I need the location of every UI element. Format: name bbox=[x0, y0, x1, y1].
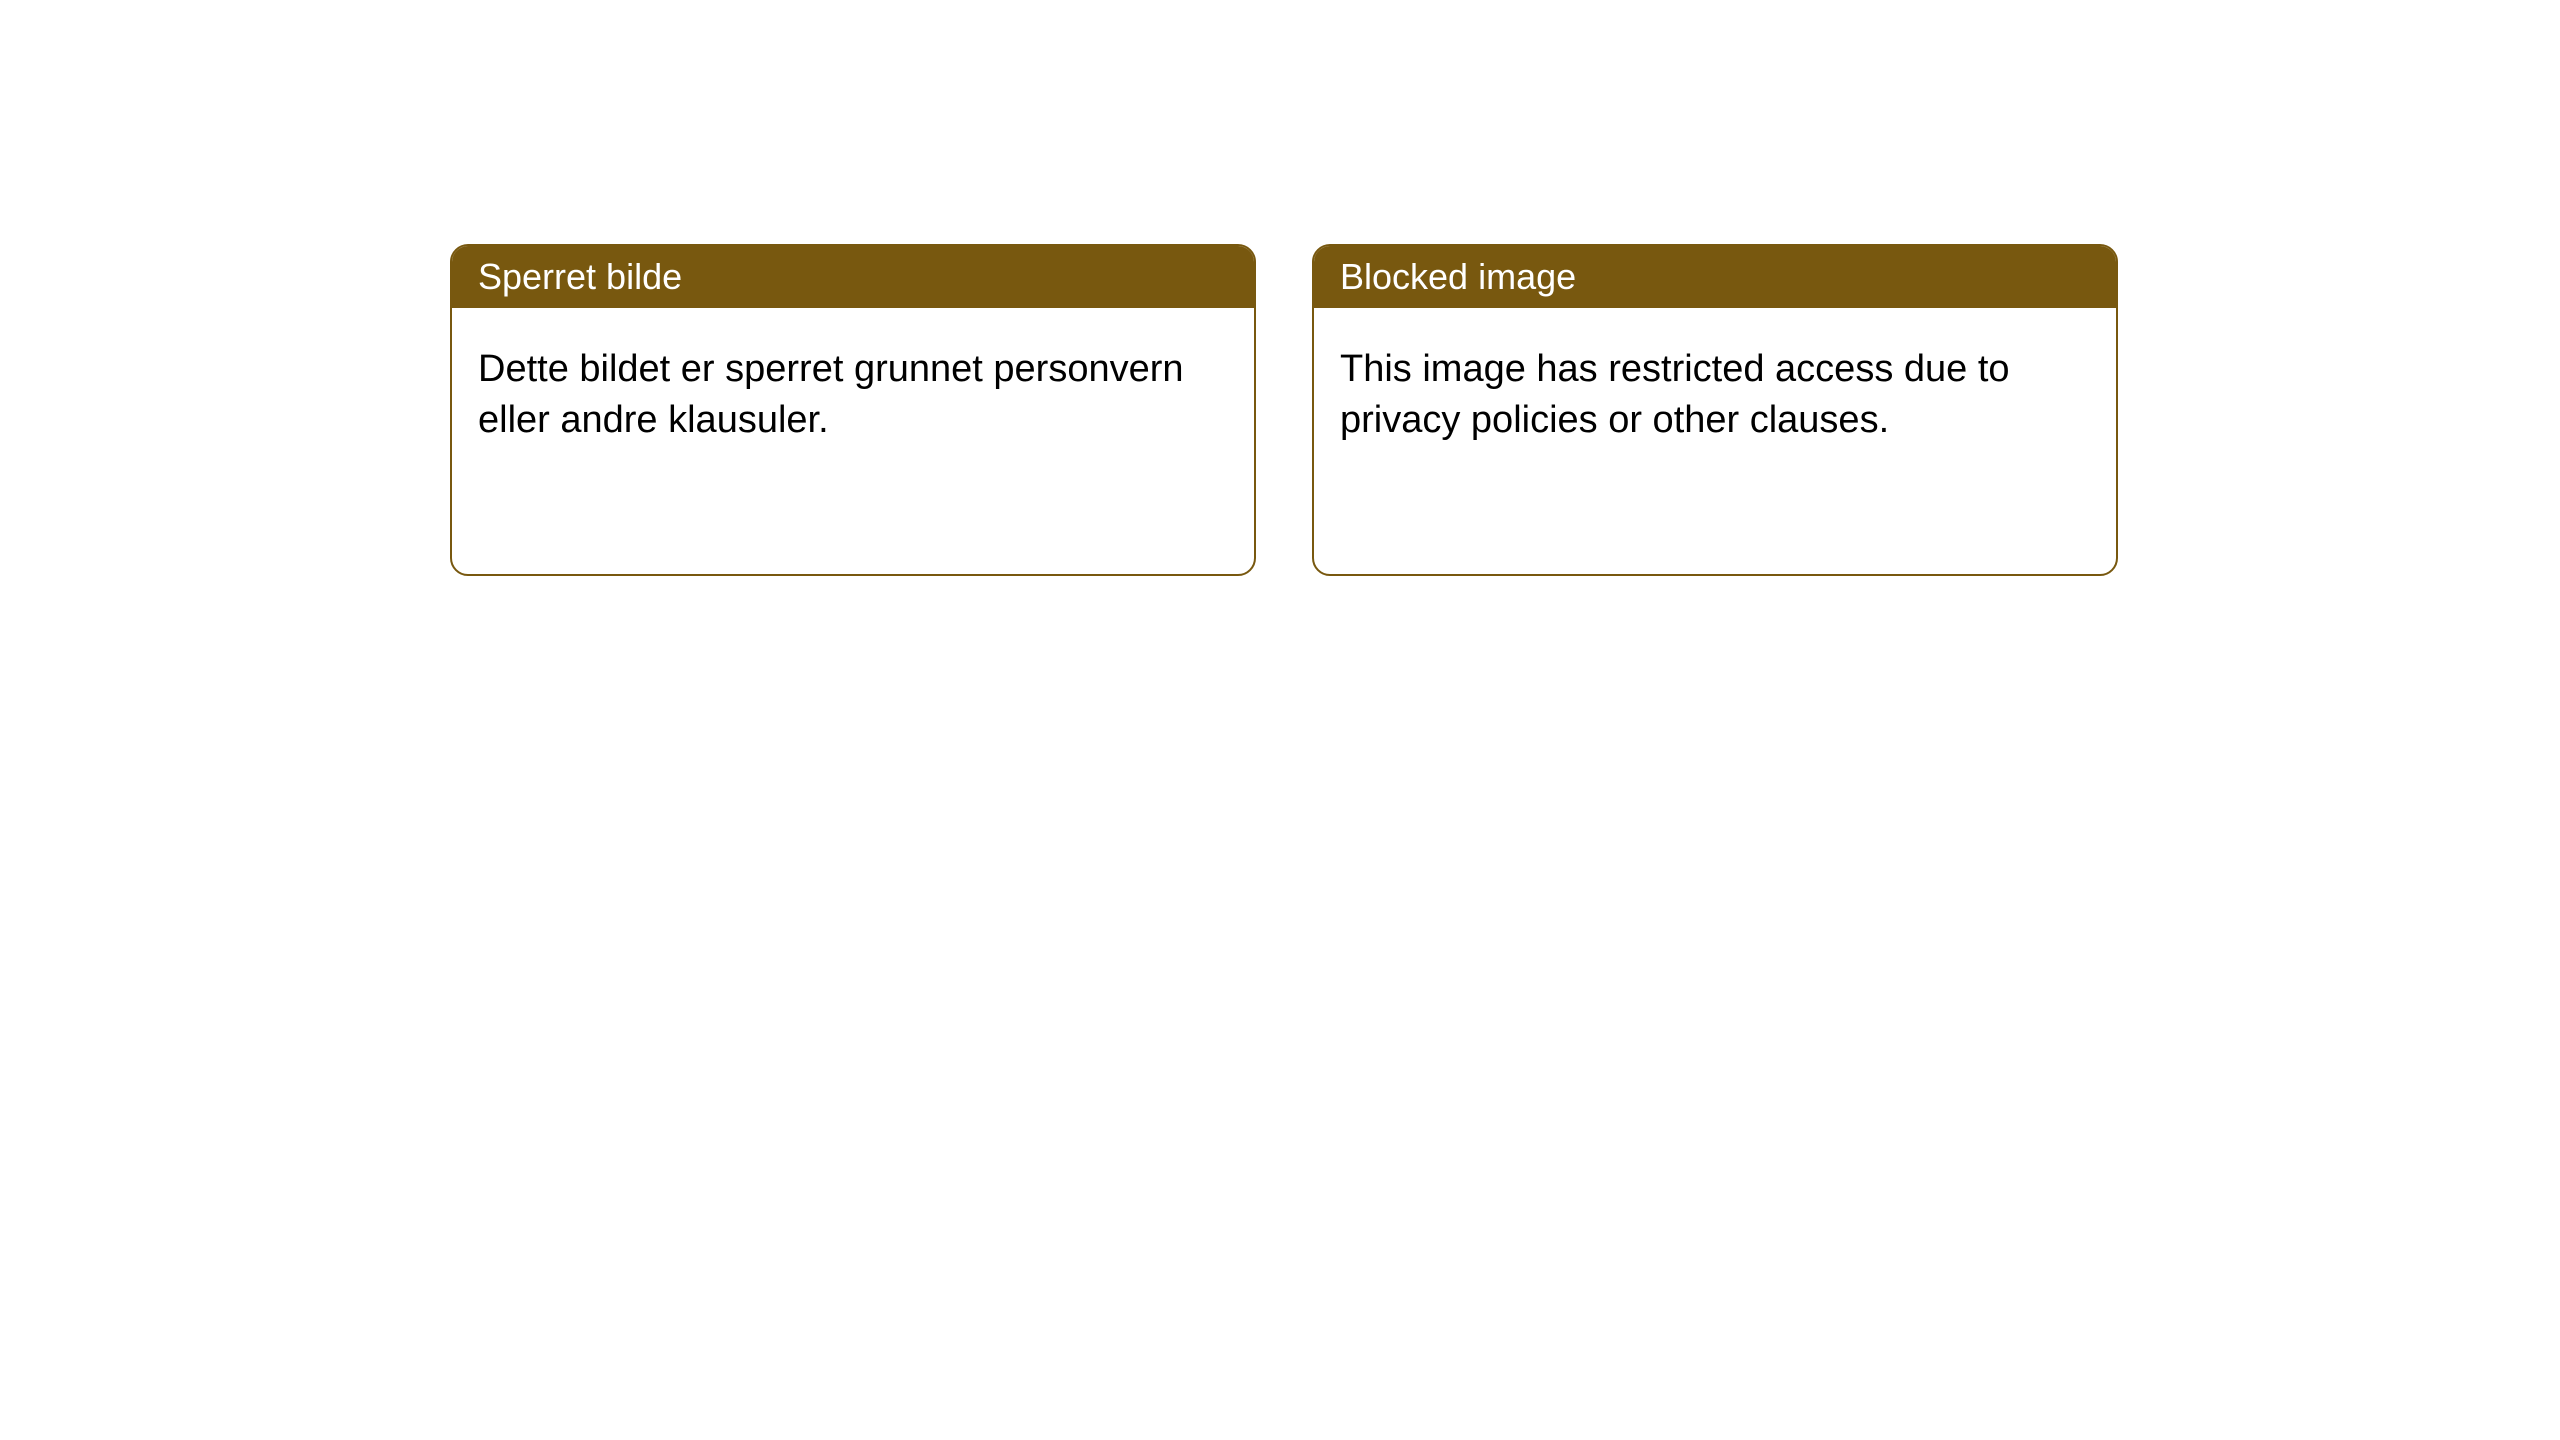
notice-container: Sperret bilde Dette bildet er sperret gr… bbox=[0, 0, 2560, 576]
notice-card-norwegian: Sperret bilde Dette bildet er sperret gr… bbox=[450, 244, 1256, 576]
notice-header: Sperret bilde bbox=[452, 246, 1254, 308]
notice-body: This image has restricted access due to … bbox=[1314, 308, 2116, 483]
notice-card-english: Blocked image This image has restricted … bbox=[1312, 244, 2118, 576]
notice-body: Dette bildet er sperret grunnet personve… bbox=[452, 308, 1254, 483]
notice-header: Blocked image bbox=[1314, 246, 2116, 308]
